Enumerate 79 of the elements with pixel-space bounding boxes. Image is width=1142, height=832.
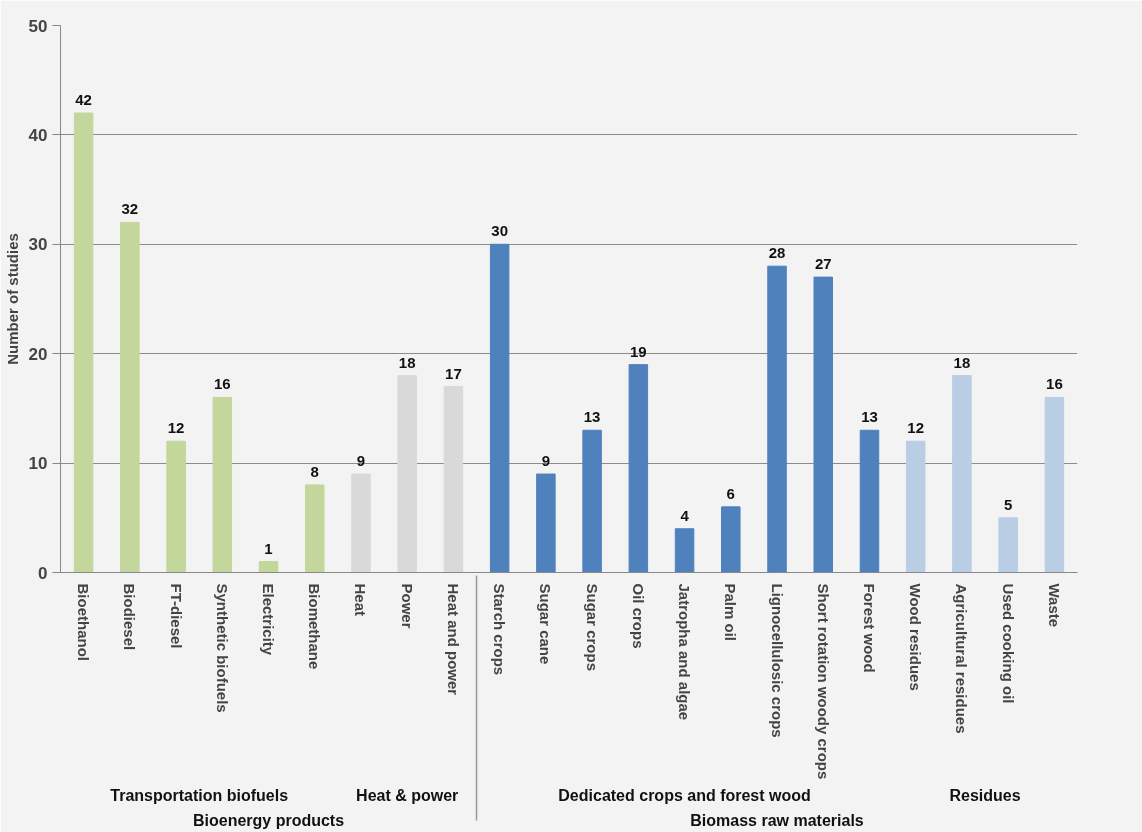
text: Biomass raw materials xyxy=(690,812,864,830)
x-tick-label: Power xyxy=(398,583,416,629)
bar xyxy=(120,221,140,573)
x-tick-label: Sugar crops xyxy=(583,583,601,672)
data-label: 8 xyxy=(310,462,319,480)
text: Dedicated crops and forest wood xyxy=(558,787,811,805)
data-label: 16 xyxy=(213,375,231,393)
data-label: 30 xyxy=(491,222,508,240)
x-tick-label: Used cooking oil xyxy=(999,583,1017,704)
bar xyxy=(351,473,371,573)
x-tick-label: Palm oil xyxy=(722,583,740,642)
data-label: 17 xyxy=(445,364,462,382)
data-label: 6 xyxy=(726,484,735,502)
data-label: 19 xyxy=(630,342,647,360)
data-label: 9 xyxy=(541,452,551,470)
x-tick-label: Heat xyxy=(352,583,370,617)
y-tick-label: 0 xyxy=(38,563,48,583)
y-tick-label: 50 xyxy=(28,16,48,36)
bar xyxy=(443,386,464,573)
data-label: 28 xyxy=(768,244,786,262)
x-tick-label: Heat and power xyxy=(444,583,462,696)
bar xyxy=(721,506,741,573)
bar xyxy=(212,396,233,573)
data-label: 5 xyxy=(1003,495,1013,513)
y-tick-label: 20 xyxy=(28,344,48,364)
text: Heat & power xyxy=(356,787,459,805)
text: Residues xyxy=(949,787,1021,805)
data-label: 18 xyxy=(953,353,971,371)
y-tick-label: 10 xyxy=(28,454,48,474)
x-tick-label: Waste xyxy=(1045,583,1063,628)
data-label: 32 xyxy=(121,200,139,218)
text: Transportation biofuels xyxy=(110,787,289,805)
x-tick-label: Sugar cane xyxy=(537,583,555,665)
bar xyxy=(73,112,94,573)
bar xyxy=(166,440,186,573)
y-axis-title: Number of studies xyxy=(3,233,21,365)
data-label: 13 xyxy=(583,408,601,426)
x-tick-label: Wood residues xyxy=(907,583,925,691)
x-tick-label: Synthetic biofuels xyxy=(213,583,231,713)
y-tick-label: 30 xyxy=(28,235,48,255)
y-tick-label: 40 xyxy=(28,125,48,145)
data-label: 18 xyxy=(398,353,416,371)
bar xyxy=(674,528,695,573)
x-tick-label: Jatropha and algae xyxy=(676,583,694,721)
x-tick-label: Biodiesel xyxy=(121,583,139,651)
data-label: 42 xyxy=(75,91,92,109)
bar xyxy=(813,276,833,573)
bar xyxy=(859,429,880,573)
data-label: 12 xyxy=(907,419,925,437)
bar xyxy=(397,375,417,573)
data-label: 1 xyxy=(264,539,273,557)
bar xyxy=(536,473,556,573)
data-label: 27 xyxy=(814,255,832,273)
bar xyxy=(489,243,510,573)
data-label: 9 xyxy=(356,452,366,470)
x-tick-label: Oil crops xyxy=(629,583,647,649)
x-tick-label: Biomethane xyxy=(306,583,324,670)
bar xyxy=(952,375,972,573)
x-tick-label: Short rotation woody crops xyxy=(814,583,832,780)
bar xyxy=(767,265,787,573)
bar xyxy=(305,484,325,573)
x-tick-label: FT-diesel xyxy=(167,583,185,649)
data-label: 12 xyxy=(167,419,185,437)
data-label: 4 xyxy=(680,506,690,524)
bar xyxy=(258,561,279,573)
x-tick-label: Lignocellulosic crops xyxy=(768,583,786,738)
data-label: 16 xyxy=(1046,375,1063,393)
bar xyxy=(1044,396,1065,573)
x-tick-label: Electricity xyxy=(260,583,278,656)
data-label: 13 xyxy=(861,408,878,426)
x-tick-label: Forest wood xyxy=(860,583,878,673)
x-tick-label: Bioethanol xyxy=(75,583,93,661)
x-tick-label: Starch crops xyxy=(491,583,509,676)
bar xyxy=(628,364,649,573)
bar xyxy=(905,440,926,573)
bar xyxy=(582,429,602,573)
bar xyxy=(998,517,1018,573)
text: Bioenergy products xyxy=(192,812,345,830)
x-tick-label: Agricultural residues xyxy=(953,583,971,734)
